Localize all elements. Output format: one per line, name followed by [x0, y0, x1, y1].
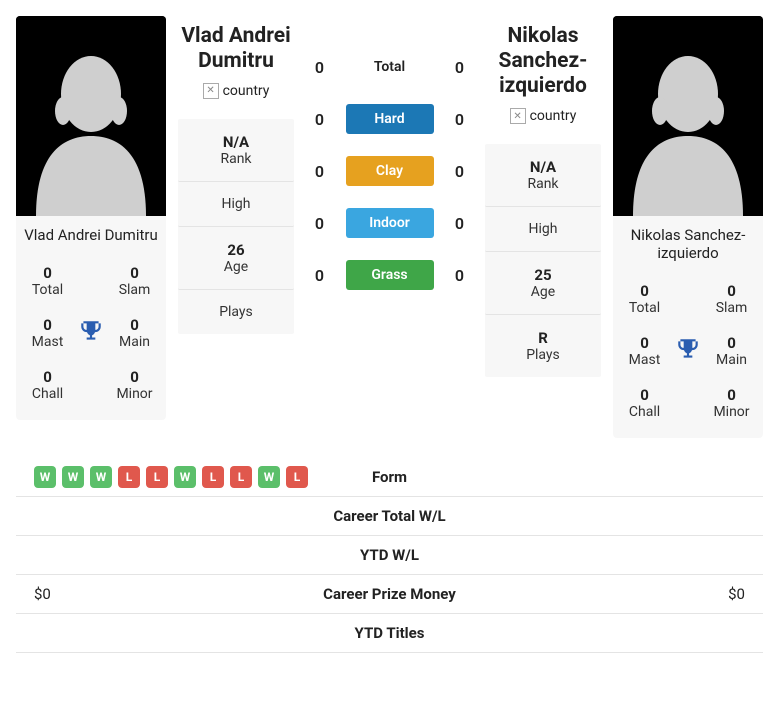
form-pill: L — [286, 466, 308, 488]
rank-right: N/ARank — [485, 144, 601, 207]
country-flag-left: ✕ country — [203, 79, 270, 109]
stat-row-form: WWWLLWLLWLForm — [16, 458, 763, 497]
stat-minor-left: 0Minor — [116, 368, 152, 402]
stat-row-prize: $0 Career Prize Money $0 — [16, 575, 763, 614]
h2h-score-left: 0 — [308, 58, 332, 77]
surface-pill-total: Total — [346, 52, 434, 82]
stat-total-right: 0Total — [629, 282, 660, 316]
stat-row-ytdwl: YTD W/L — [16, 536, 763, 575]
h2h-score-right: 0 — [448, 162, 472, 181]
avatar-left — [16, 16, 166, 216]
h2h-score-right: 0 — [448, 58, 472, 77]
h2h-row-indoor: 0 Indoor 0 — [306, 208, 473, 238]
player-name-left-big: Vlad Andrei Dumitru — [178, 16, 294, 78]
broken-image-icon: ✕ — [510, 108, 526, 124]
stat-left-prize: $0 — [34, 585, 51, 603]
stat-slam-left: 0Slam — [119, 264, 151, 298]
plays-right: RPlays — [485, 315, 601, 377]
player-name-right-big: Nikolas Sanchez-izquierdo — [485, 16, 601, 104]
h2h-column: 0 Total 0 0 Hard 0 0 Clay 0 0 Indoor 0 0 Grass 0 — [306, 16, 473, 312]
high-right: High — [485, 207, 601, 252]
plays-left: Plays — [178, 290, 294, 334]
h2h-score-left: 0 — [308, 266, 332, 285]
h2h-row-hard: 0 Hard 0 — [306, 104, 473, 134]
form-pill: L — [118, 466, 140, 488]
surface-pill-grass: Grass — [346, 260, 434, 290]
h2h-score-right: 0 — [448, 266, 472, 285]
comparison-header: Vlad Andrei Dumitru 0Total 0Slam 0Mast 0… — [16, 16, 763, 438]
silhouette-icon — [613, 16, 763, 216]
stat-right-prize: $0 — [728, 585, 745, 603]
h2h-score-left: 0 — [308, 162, 332, 181]
info-col-right: Nikolas Sanchez-izquierdo ✕ country N/AR… — [485, 16, 601, 377]
stat-total-left: 0Total — [32, 264, 63, 298]
form-pill: W — [174, 466, 196, 488]
h2h-score-left: 0 — [308, 214, 332, 233]
form-pill: W — [62, 466, 84, 488]
stat-main-left: 0Main — [119, 316, 150, 350]
age-right: 25Age — [485, 252, 601, 315]
player-card-left: Vlad Andrei Dumitru 0Total 0Slam 0Mast 0… — [16, 16, 166, 420]
form-pill: L — [230, 466, 252, 488]
stat-chall-right: 0Chall — [629, 386, 660, 420]
player-card-right: Nikolas Sanchez-izquierdo 0Total 0Slam 0… — [613, 16, 763, 438]
silhouette-icon — [16, 16, 166, 216]
stat-mast-left: 0Mast — [32, 316, 64, 350]
info-col-left: Vlad Andrei Dumitru ✕ country N/ARank Hi… — [178, 16, 294, 334]
surface-pill-hard: Hard — [346, 104, 434, 134]
stat-row-ytdt: YTD Titles — [16, 614, 763, 653]
country-flag-right: ✕ country — [510, 104, 577, 134]
high-left: High — [178, 182, 294, 227]
age-left: 26Age — [178, 227, 294, 290]
trophy-icon — [675, 336, 701, 366]
h2h-score-left: 0 — [308, 110, 332, 129]
stat-mast-right: 0Mast — [629, 334, 661, 368]
stat-main-right: 0Main — [716, 334, 747, 368]
player-name-left-small: Vlad Andrei Dumitru — [16, 216, 166, 254]
avatar-right — [613, 16, 763, 216]
trophy-icon — [78, 318, 104, 348]
h2h-row-total: 0 Total 0 — [306, 52, 473, 82]
stat-chall-left: 0Chall — [32, 368, 63, 402]
stat-label: YTD Titles — [355, 624, 425, 642]
form-pill: L — [146, 466, 168, 488]
stat-left-form: WWWLLWLLWL — [34, 466, 308, 488]
h2h-score-right: 0 — [448, 214, 472, 233]
form-pill: W — [34, 466, 56, 488]
surface-pill-clay: Clay — [346, 156, 434, 186]
player-name-right-small: Nikolas Sanchez-izquierdo — [613, 216, 763, 272]
stat-slam-right: 0Slam — [716, 282, 748, 316]
stat-minor-right: 0Minor — [713, 386, 749, 420]
rank-left: N/ARank — [178, 119, 294, 182]
form-pill: L — [202, 466, 224, 488]
stat-row-ctwl: Career Total W/L — [16, 497, 763, 536]
h2h-score-right: 0 — [448, 110, 472, 129]
stat-label: Career Total W/L — [333, 507, 445, 525]
h2h-row-clay: 0 Clay 0 — [306, 156, 473, 186]
h2h-row-grass: 0 Grass 0 — [306, 260, 473, 290]
stat-label: Form — [372, 468, 407, 486]
stat-label: YTD W/L — [360, 546, 419, 564]
surface-pill-indoor: Indoor — [346, 208, 434, 238]
stat-label: Career Prize Money — [323, 585, 456, 603]
form-pill: W — [258, 466, 280, 488]
broken-image-icon: ✕ — [203, 83, 219, 99]
comparison-stats: WWWLLWLLWLFormCareer Total W/LYTD W/L$0C… — [16, 458, 763, 653]
form-pill: W — [90, 466, 112, 488]
